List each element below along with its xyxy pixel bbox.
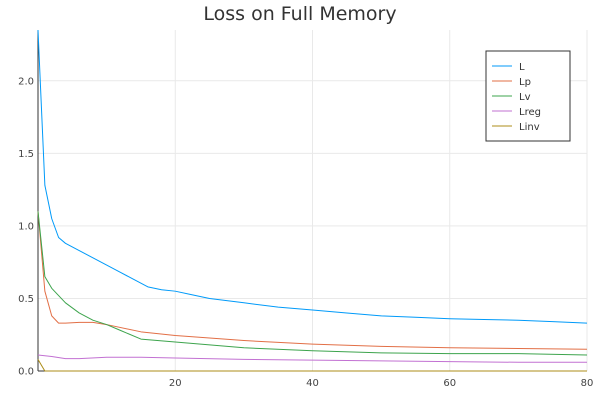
x-tick-label: 20 [169,378,182,389]
x-tick-label: 60 [443,378,456,389]
y-tick-label: 0.0 [18,367,34,378]
series-line-3 [37,354,587,363]
legend: L Lp Lv Lreg Linv [485,50,571,142]
series-line-2 [37,211,588,356]
x-tick-label: 80 [581,378,594,389]
x-tick-label: 40 [306,378,319,389]
legend-label: Lreg [519,107,541,118]
legend-label: Linv [519,122,540,133]
y-tick-label: 1.5 [18,149,34,160]
legend-label: Lv [519,92,531,103]
series-line-0 [37,29,588,324]
y-tick-label: 2.0 [18,76,34,87]
series-line-1 [37,211,588,350]
y-tick-label: 0.5 [18,294,34,305]
series-group [37,29,588,372]
chart-title: Loss on Full Memory [203,3,396,25]
legend-label: Lp [519,77,531,88]
y-tick-label: 1.0 [18,221,34,232]
series-line-4 [37,359,587,372]
legend-label: L [519,62,525,73]
